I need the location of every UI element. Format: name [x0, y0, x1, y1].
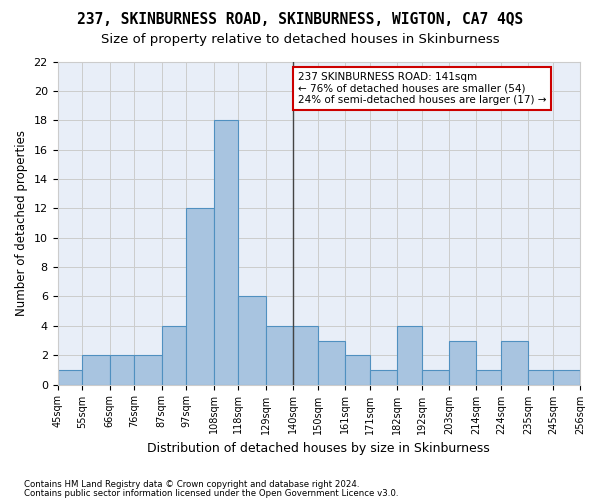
- Bar: [186, 208, 214, 384]
- Bar: [134, 355, 161, 384]
- Text: Contains public sector information licensed under the Open Government Licence v3: Contains public sector information licen…: [24, 489, 398, 498]
- Bar: [161, 326, 186, 384]
- Bar: [449, 340, 476, 384]
- Text: 237 SKINBURNESS ROAD: 141sqm
← 76% of detached houses are smaller (54)
24% of se: 237 SKINBURNESS ROAD: 141sqm ← 76% of de…: [298, 72, 546, 105]
- Bar: [293, 326, 317, 384]
- Bar: [238, 296, 266, 384]
- Bar: [82, 355, 110, 384]
- Bar: [58, 370, 82, 384]
- Y-axis label: Number of detached properties: Number of detached properties: [15, 130, 28, 316]
- Bar: [214, 120, 238, 384]
- Bar: [528, 370, 553, 384]
- Bar: [476, 370, 501, 384]
- Bar: [422, 370, 449, 384]
- Bar: [553, 370, 580, 384]
- Bar: [501, 340, 528, 384]
- Bar: [345, 355, 370, 384]
- Bar: [397, 326, 422, 384]
- Text: Size of property relative to detached houses in Skinburness: Size of property relative to detached ho…: [101, 32, 499, 46]
- Bar: [580, 370, 600, 384]
- Text: 237, SKINBURNESS ROAD, SKINBURNESS, WIGTON, CA7 4QS: 237, SKINBURNESS ROAD, SKINBURNESS, WIGT…: [77, 12, 523, 28]
- Bar: [370, 370, 397, 384]
- Text: Contains HM Land Registry data © Crown copyright and database right 2024.: Contains HM Land Registry data © Crown c…: [24, 480, 359, 489]
- Bar: [110, 355, 134, 384]
- X-axis label: Distribution of detached houses by size in Skinburness: Distribution of detached houses by size …: [148, 442, 490, 455]
- Bar: [317, 340, 345, 384]
- Bar: [266, 326, 293, 384]
